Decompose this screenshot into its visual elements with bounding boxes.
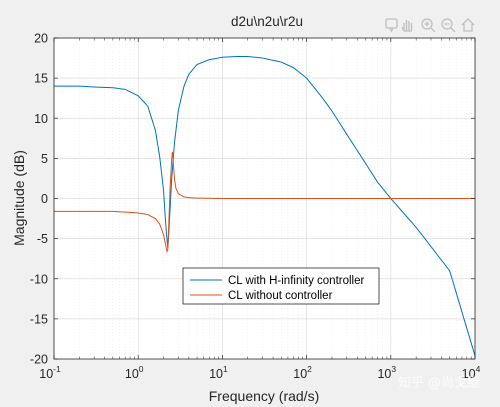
y-tick-label: -15 [30, 312, 48, 326]
pan-hand-icon[interactable] [401, 20, 413, 32]
y-tick-label: 20 [34, 32, 48, 46]
y-tick-label: 5 [41, 152, 48, 166]
zoom-in-icon[interactable] [421, 18, 436, 33]
y-tick-label: 15 [34, 72, 48, 86]
watermark-text: 知乎 @尚戈继 [398, 375, 480, 391]
x-tick-label: 104 [462, 364, 481, 381]
y-tick-labels: -20 -15 -10 -5 0 5 10 15 20 [30, 32, 48, 367]
y-tick-label: 10 [34, 112, 48, 126]
series-line-h-infinity [54, 55, 475, 356]
legend-label-h-infinity: CL with H-infinity controller [228, 275, 365, 287]
x-tick-label: 10-1 [39, 364, 61, 381]
x-tick-labels: 10-1 100 101 102 103 104 [39, 364, 480, 381]
y-tick-label: -10 [30, 272, 48, 286]
axis-ticks [53, 37, 476, 360]
legend-box [182, 267, 380, 305]
home-icon[interactable] [461, 18, 475, 32]
axes-toolbar [385, 18, 475, 33]
x-tick-label: 100 [125, 364, 144, 381]
series-line-without-controller [54, 151, 475, 254]
x-tick-label: 101 [209, 364, 228, 381]
data-tips-icon[interactable] [385, 18, 398, 33]
chart-title: d2u\n2u\r2u [231, 14, 303, 29]
y-tick-label: -20 [30, 353, 48, 367]
legend: CL with H-infinity controller CL without… [182, 267, 380, 305]
x-tick-label: 103 [377, 364, 396, 381]
y-axis-label: Magnitude (dB) [11, 150, 27, 246]
x-axis-label: Frequency (rad/s) [209, 388, 319, 404]
zoom-out-icon[interactable] [441, 18, 456, 33]
minor-grid [79, 38, 472, 359]
y-tick-label: -5 [37, 232, 48, 246]
x-tick-label: 102 [293, 364, 312, 381]
legend-label-without-controller: CL without controller [228, 290, 333, 302]
y-tick-label: 0 [41, 192, 48, 206]
